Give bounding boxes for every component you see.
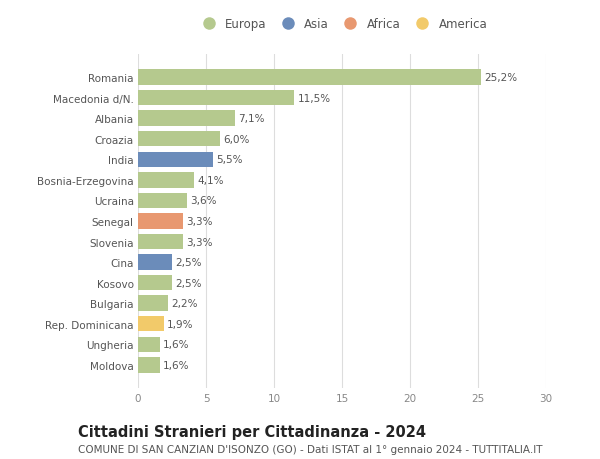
Bar	[138, 358, 160, 373]
Bar	[138, 152, 213, 168]
Text: 3,3%: 3,3%	[186, 217, 213, 226]
Bar	[138, 193, 187, 209]
Text: Cittadini Stranieri per Cittadinanza - 2024: Cittadini Stranieri per Cittadinanza - 2…	[78, 425, 426, 440]
Text: 11,5%: 11,5%	[298, 94, 331, 103]
Bar	[138, 132, 220, 147]
Bar	[138, 275, 172, 291]
Text: 1,9%: 1,9%	[167, 319, 194, 329]
Bar	[138, 214, 183, 229]
Text: 6,0%: 6,0%	[223, 134, 250, 145]
Text: 25,2%: 25,2%	[484, 73, 517, 83]
Bar	[138, 234, 183, 250]
Text: 2,5%: 2,5%	[175, 257, 202, 268]
Text: COMUNE DI SAN CANZIAN D'ISONZO (GO) - Dati ISTAT al 1° gennaio 2024 - TUTTITALIA: COMUNE DI SAN CANZIAN D'ISONZO (GO) - Da…	[78, 444, 542, 454]
Text: 1,6%: 1,6%	[163, 360, 190, 370]
Text: 2,2%: 2,2%	[172, 298, 198, 308]
Bar	[138, 296, 168, 311]
Text: 4,1%: 4,1%	[197, 175, 224, 185]
Bar	[138, 173, 194, 188]
Bar	[138, 70, 481, 85]
Bar	[138, 316, 164, 332]
Text: 5,5%: 5,5%	[216, 155, 242, 165]
Bar	[138, 111, 235, 127]
Text: 3,3%: 3,3%	[186, 237, 213, 247]
Text: 3,6%: 3,6%	[190, 196, 217, 206]
Bar	[138, 91, 295, 106]
Text: 2,5%: 2,5%	[175, 278, 202, 288]
Text: 7,1%: 7,1%	[238, 114, 265, 124]
Text: 1,6%: 1,6%	[163, 340, 190, 349]
Legend: Europa, Asia, Africa, America: Europa, Asia, Africa, America	[197, 18, 487, 31]
Bar	[138, 337, 160, 352]
Bar	[138, 255, 172, 270]
